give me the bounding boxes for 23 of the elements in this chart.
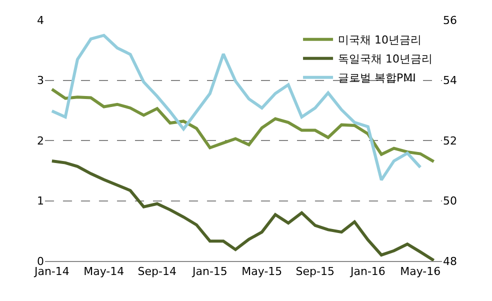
x-tick-label: May-15 bbox=[242, 265, 282, 278]
line-series bbox=[50, 159, 436, 261]
y-tick-label: 0 bbox=[37, 254, 44, 268]
x-tick-label: Jan-16 bbox=[350, 265, 386, 278]
y2-tick-label: 50 bbox=[443, 194, 457, 208]
x-tick-label: Sep-14 bbox=[138, 265, 176, 278]
x-tick-label: Jan-15 bbox=[191, 265, 228, 278]
y2-tick-label: 52 bbox=[443, 134, 457, 148]
y-tick-label: 1 bbox=[37, 194, 44, 208]
line-series bbox=[50, 88, 436, 164]
x-tick-label: Jan-14 bbox=[33, 265, 70, 278]
x-tick-label: May-16 bbox=[400, 265, 441, 278]
y-tick-label: 2 bbox=[37, 134, 44, 148]
legend-label: 독일국채 10년금리 bbox=[338, 52, 433, 66]
x-tick-label: May-14 bbox=[84, 265, 124, 278]
x-tick-label: Sep-15 bbox=[296, 265, 334, 278]
y-tick-label: 3 bbox=[37, 74, 44, 88]
y2-tick-label: 54 bbox=[443, 74, 457, 88]
y2-tick-label: 56 bbox=[443, 14, 457, 27]
legend-label: 미국채 10년금리 bbox=[338, 34, 422, 47]
y-tick-label: 4 bbox=[37, 14, 44, 27]
y2-tick-label: 48 bbox=[443, 254, 457, 268]
legend-label: 글로벌 복합PMI bbox=[338, 72, 416, 85]
